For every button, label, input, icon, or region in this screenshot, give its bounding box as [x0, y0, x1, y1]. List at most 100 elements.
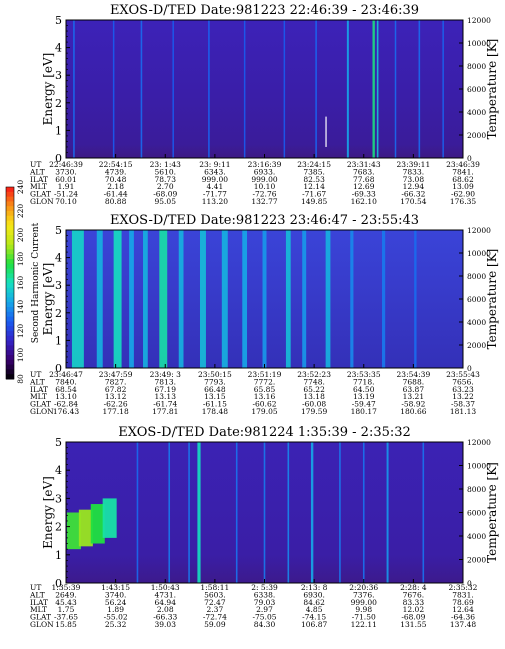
orbit-row-value: 137.48: [450, 620, 476, 629]
y-tick-label: 5: [55, 436, 62, 449]
orbit-row-value: 67.19: [155, 385, 177, 394]
y-tick-label: 5: [55, 224, 62, 237]
colorbar-segment: [6, 191, 14, 198]
orbit-row-value: 7656.: [452, 377, 473, 386]
y2-tick-label: 6000: [467, 85, 486, 94]
colorbar-segment: [6, 287, 14, 294]
orbit-row-value: 83.33: [403, 598, 425, 607]
y2-tick-label: 0: [467, 364, 472, 373]
orbit-row-value: 23:24:15: [297, 160, 331, 169]
y-tick-label: 0: [55, 577, 62, 590]
orbit-row-value: 7718.: [353, 377, 374, 386]
heatmap-hotspot: [78, 509, 93, 547]
orbit-row-value: -72.74: [203, 613, 227, 622]
orbit-row-value: 1.75: [58, 605, 75, 614]
heatmap-band: [208, 20, 210, 158]
orbit-row-value: 7688.: [403, 377, 424, 386]
orbit-row-value: 5603.: [204, 590, 225, 599]
y-tick-label: 0: [55, 362, 62, 375]
heatmap-band: [178, 230, 184, 368]
colorbar-segment: [6, 326, 14, 332]
colorbar-frame: [5, 186, 15, 380]
heatmap-band: [112, 20, 115, 158]
heatmap-band: [263, 442, 266, 583]
colorbar-segment: [6, 235, 14, 241]
heatmap-band: [188, 442, 190, 583]
orbit-row-value: -75.05: [252, 613, 276, 622]
orbit-row-value: 3740.: [105, 590, 126, 599]
y-tick-label: 4: [55, 464, 62, 477]
orbit-row-value: 13.18: [303, 392, 325, 401]
heatmap-band: [262, 230, 267, 368]
orbit-row-value: 68.62: [452, 175, 474, 184]
heatmap-band: [414, 230, 417, 368]
heatmap-hotspot: [66, 512, 81, 550]
heatmap-band: [136, 442, 139, 583]
orbit-row-value: 180.17: [351, 407, 377, 416]
orbit-row-value: 22:54:15: [99, 160, 133, 169]
colorbar-tick-label: 120: [16, 324, 25, 339]
orbit-row-value: 13.19: [353, 392, 375, 401]
orbit-row-value: 13.15: [204, 392, 226, 401]
orbit-row-value: 7840.: [55, 377, 76, 386]
colorbar-segment: [6, 206, 14, 212]
colorbar-segment: [6, 239, 14, 246]
orbit-row-value: 7385.: [303, 167, 324, 176]
orbit-row-value: 6343.: [204, 167, 225, 176]
y2-tick-label: 8000: [467, 62, 486, 71]
orbit-row-value: 13.21: [403, 392, 424, 401]
heatmap-band: [73, 20, 75, 158]
heatmap-background: [66, 20, 463, 158]
y2-tick-label: 2000: [467, 341, 486, 350]
heatmap-band: [362, 442, 365, 583]
orbit-row-value: 13.12: [105, 392, 127, 401]
heatmap-band: [287, 442, 290, 583]
orbit-row-name: UT: [30, 370, 41, 379]
y-tick-label: 3: [55, 279, 62, 292]
orbit-row-value: 106.87: [301, 620, 327, 629]
heatmap-band: [197, 442, 201, 583]
orbit-row-value: -62.90: [451, 190, 475, 199]
heatmap-band: [129, 230, 134, 368]
orbit-row-value: 180.66: [400, 407, 426, 416]
orbit-row-value: 2649.: [55, 590, 76, 599]
y2-tick-label: 10000: [467, 249, 491, 258]
y-tick-label: 0: [55, 152, 62, 165]
heatmap-band: [422, 442, 425, 583]
orbit-row-name: MLT: [30, 182, 47, 191]
orbit-row-name: ILAT: [30, 385, 48, 394]
y-tick-label: 3: [55, 69, 62, 82]
orbit-row-value: 23: 1:43: [150, 160, 182, 169]
heatmap-band: [140, 20, 143, 158]
orbit-row-value: 12.02: [403, 605, 425, 614]
orbit-row-value: 70.10: [55, 197, 77, 206]
orbit-row-value: 7813.: [155, 377, 176, 386]
orbit-row-value: -51.24: [54, 190, 78, 199]
colorbar-segment: [6, 263, 14, 270]
orbit-row-value: 7376.: [353, 590, 374, 599]
colorbar-segment: [6, 364, 14, 370]
heatmap-band: [96, 230, 103, 368]
colorbar-segment: [6, 302, 14, 308]
y-tick-label: 4: [55, 252, 62, 265]
orbit-row-value: 23:31:43: [347, 160, 381, 169]
orbit-row-value: -69.33: [352, 190, 376, 199]
orbit-row-value: 999.00: [351, 598, 377, 607]
orbit-row-value: 4.85: [306, 605, 323, 614]
colorbar-segment: [6, 201, 14, 207]
orbit-row-value: 23: 9:11: [199, 160, 230, 169]
orbit-row-value: -64.36: [451, 613, 475, 622]
orbit-row-value: -37.65: [54, 613, 78, 622]
orbit-row-value: 23:46:47: [49, 370, 83, 379]
orbit-row-value: 23:51:19: [248, 370, 282, 379]
orbit-row-value: 179.59: [301, 407, 327, 416]
orbit-row-value: 7748.: [303, 377, 324, 386]
colorbar-segment: [6, 259, 14, 265]
orbit-row-value: 7683.: [353, 167, 374, 176]
y2-tick-label: 0: [467, 579, 472, 588]
orbit-row-value: 64.94: [155, 598, 177, 607]
orbit-row-value: -72.76: [252, 190, 276, 199]
orbit-row-value: 6933.: [254, 167, 275, 176]
orbit-row-value: 999.00: [202, 175, 228, 184]
orbit-row-value: -62.26: [104, 400, 128, 409]
